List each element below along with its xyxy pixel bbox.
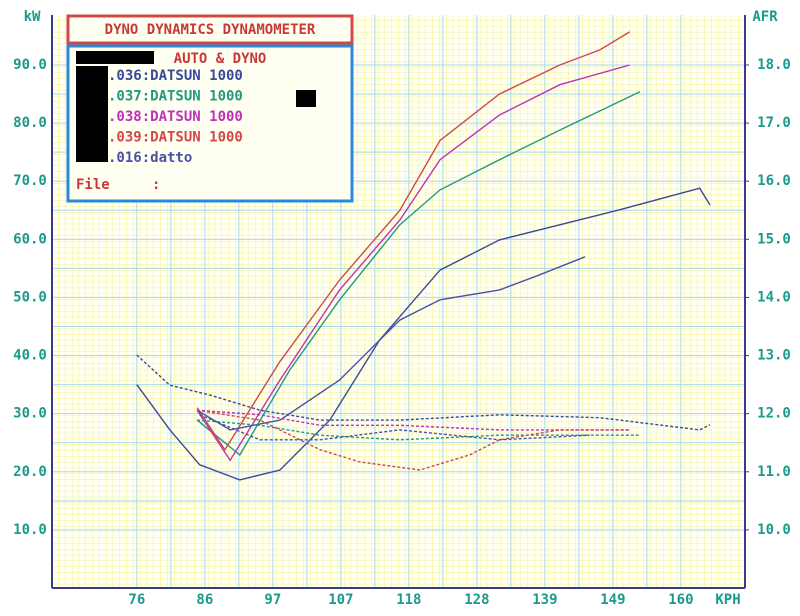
y-tick-label: 10.0 bbox=[13, 522, 47, 538]
afr-line bbox=[197, 409, 630, 431]
y2-tick-label: 11.0 bbox=[757, 464, 791, 480]
chart-title: DYNO DYNAMICS DYNAMOMETER bbox=[105, 22, 316, 38]
y2-tick-label: 15.0 bbox=[757, 231, 791, 247]
legend-label: .036:DATSUN 1000 bbox=[108, 68, 243, 84]
x-axis-label: KPH bbox=[715, 592, 740, 608]
y-tick-label: 90.0 bbox=[13, 57, 47, 73]
power-line bbox=[196, 256, 586, 431]
y2-tick-label: 18.0 bbox=[757, 57, 791, 73]
y-axis-label: kW bbox=[24, 9, 41, 25]
file-label: File : bbox=[76, 177, 160, 193]
y2-axis-label: AFR bbox=[752, 9, 778, 25]
afr-line bbox=[199, 414, 590, 441]
redaction bbox=[296, 90, 316, 107]
power-line bbox=[196, 31, 631, 451]
y-tick-label: 50.0 bbox=[13, 289, 47, 305]
x-tick-label: 86 bbox=[196, 592, 213, 608]
y-tick-label: 30.0 bbox=[13, 406, 47, 422]
x-tick-label: 139 bbox=[532, 592, 557, 608]
y2-tick-label: 10.0 bbox=[757, 522, 791, 538]
y-tick-label: 20.0 bbox=[13, 464, 47, 480]
x-tick-label: 107 bbox=[328, 592, 353, 608]
x-tick-label: 97 bbox=[264, 592, 281, 608]
power-line bbox=[196, 91, 641, 456]
x-tick-label: 160 bbox=[668, 592, 693, 608]
y2-tick-label: 16.0 bbox=[757, 173, 791, 189]
redaction bbox=[76, 66, 108, 162]
x-tick-label: 149 bbox=[600, 592, 625, 608]
x-tick-label: 76 bbox=[128, 592, 145, 608]
y-tick-label: 80.0 bbox=[13, 115, 47, 131]
afr-line bbox=[196, 409, 630, 471]
y2-tick-label: 17.0 bbox=[757, 115, 791, 131]
y2-tick-label: 13.0 bbox=[757, 348, 791, 364]
legend-title: AUTO & DYNO bbox=[174, 51, 267, 67]
legend-label: .016:datto bbox=[108, 150, 192, 166]
y2-tick-label: 12.0 bbox=[757, 406, 791, 422]
y-tick-label: 60.0 bbox=[13, 231, 47, 247]
afr-line bbox=[136, 354, 711, 431]
y-tick-label: 40.0 bbox=[13, 348, 47, 364]
x-tick-label: 128 bbox=[464, 592, 489, 608]
y-tick-label: 70.0 bbox=[13, 173, 47, 189]
legend-label: .038:DATSUN 1000 bbox=[108, 109, 243, 125]
y2-tick-label: 14.0 bbox=[757, 289, 791, 305]
title-box bbox=[66, 14, 354, 45]
legend-label: .039:DATSUN 1000 bbox=[108, 130, 243, 146]
redaction bbox=[76, 51, 154, 64]
legend-box bbox=[66, 44, 354, 203]
legend-label: .037:DATSUN 1000 bbox=[108, 89, 243, 105]
afr-line bbox=[197, 419, 641, 441]
power-line bbox=[196, 64, 630, 462]
x-tick-label: 118 bbox=[396, 592, 421, 608]
